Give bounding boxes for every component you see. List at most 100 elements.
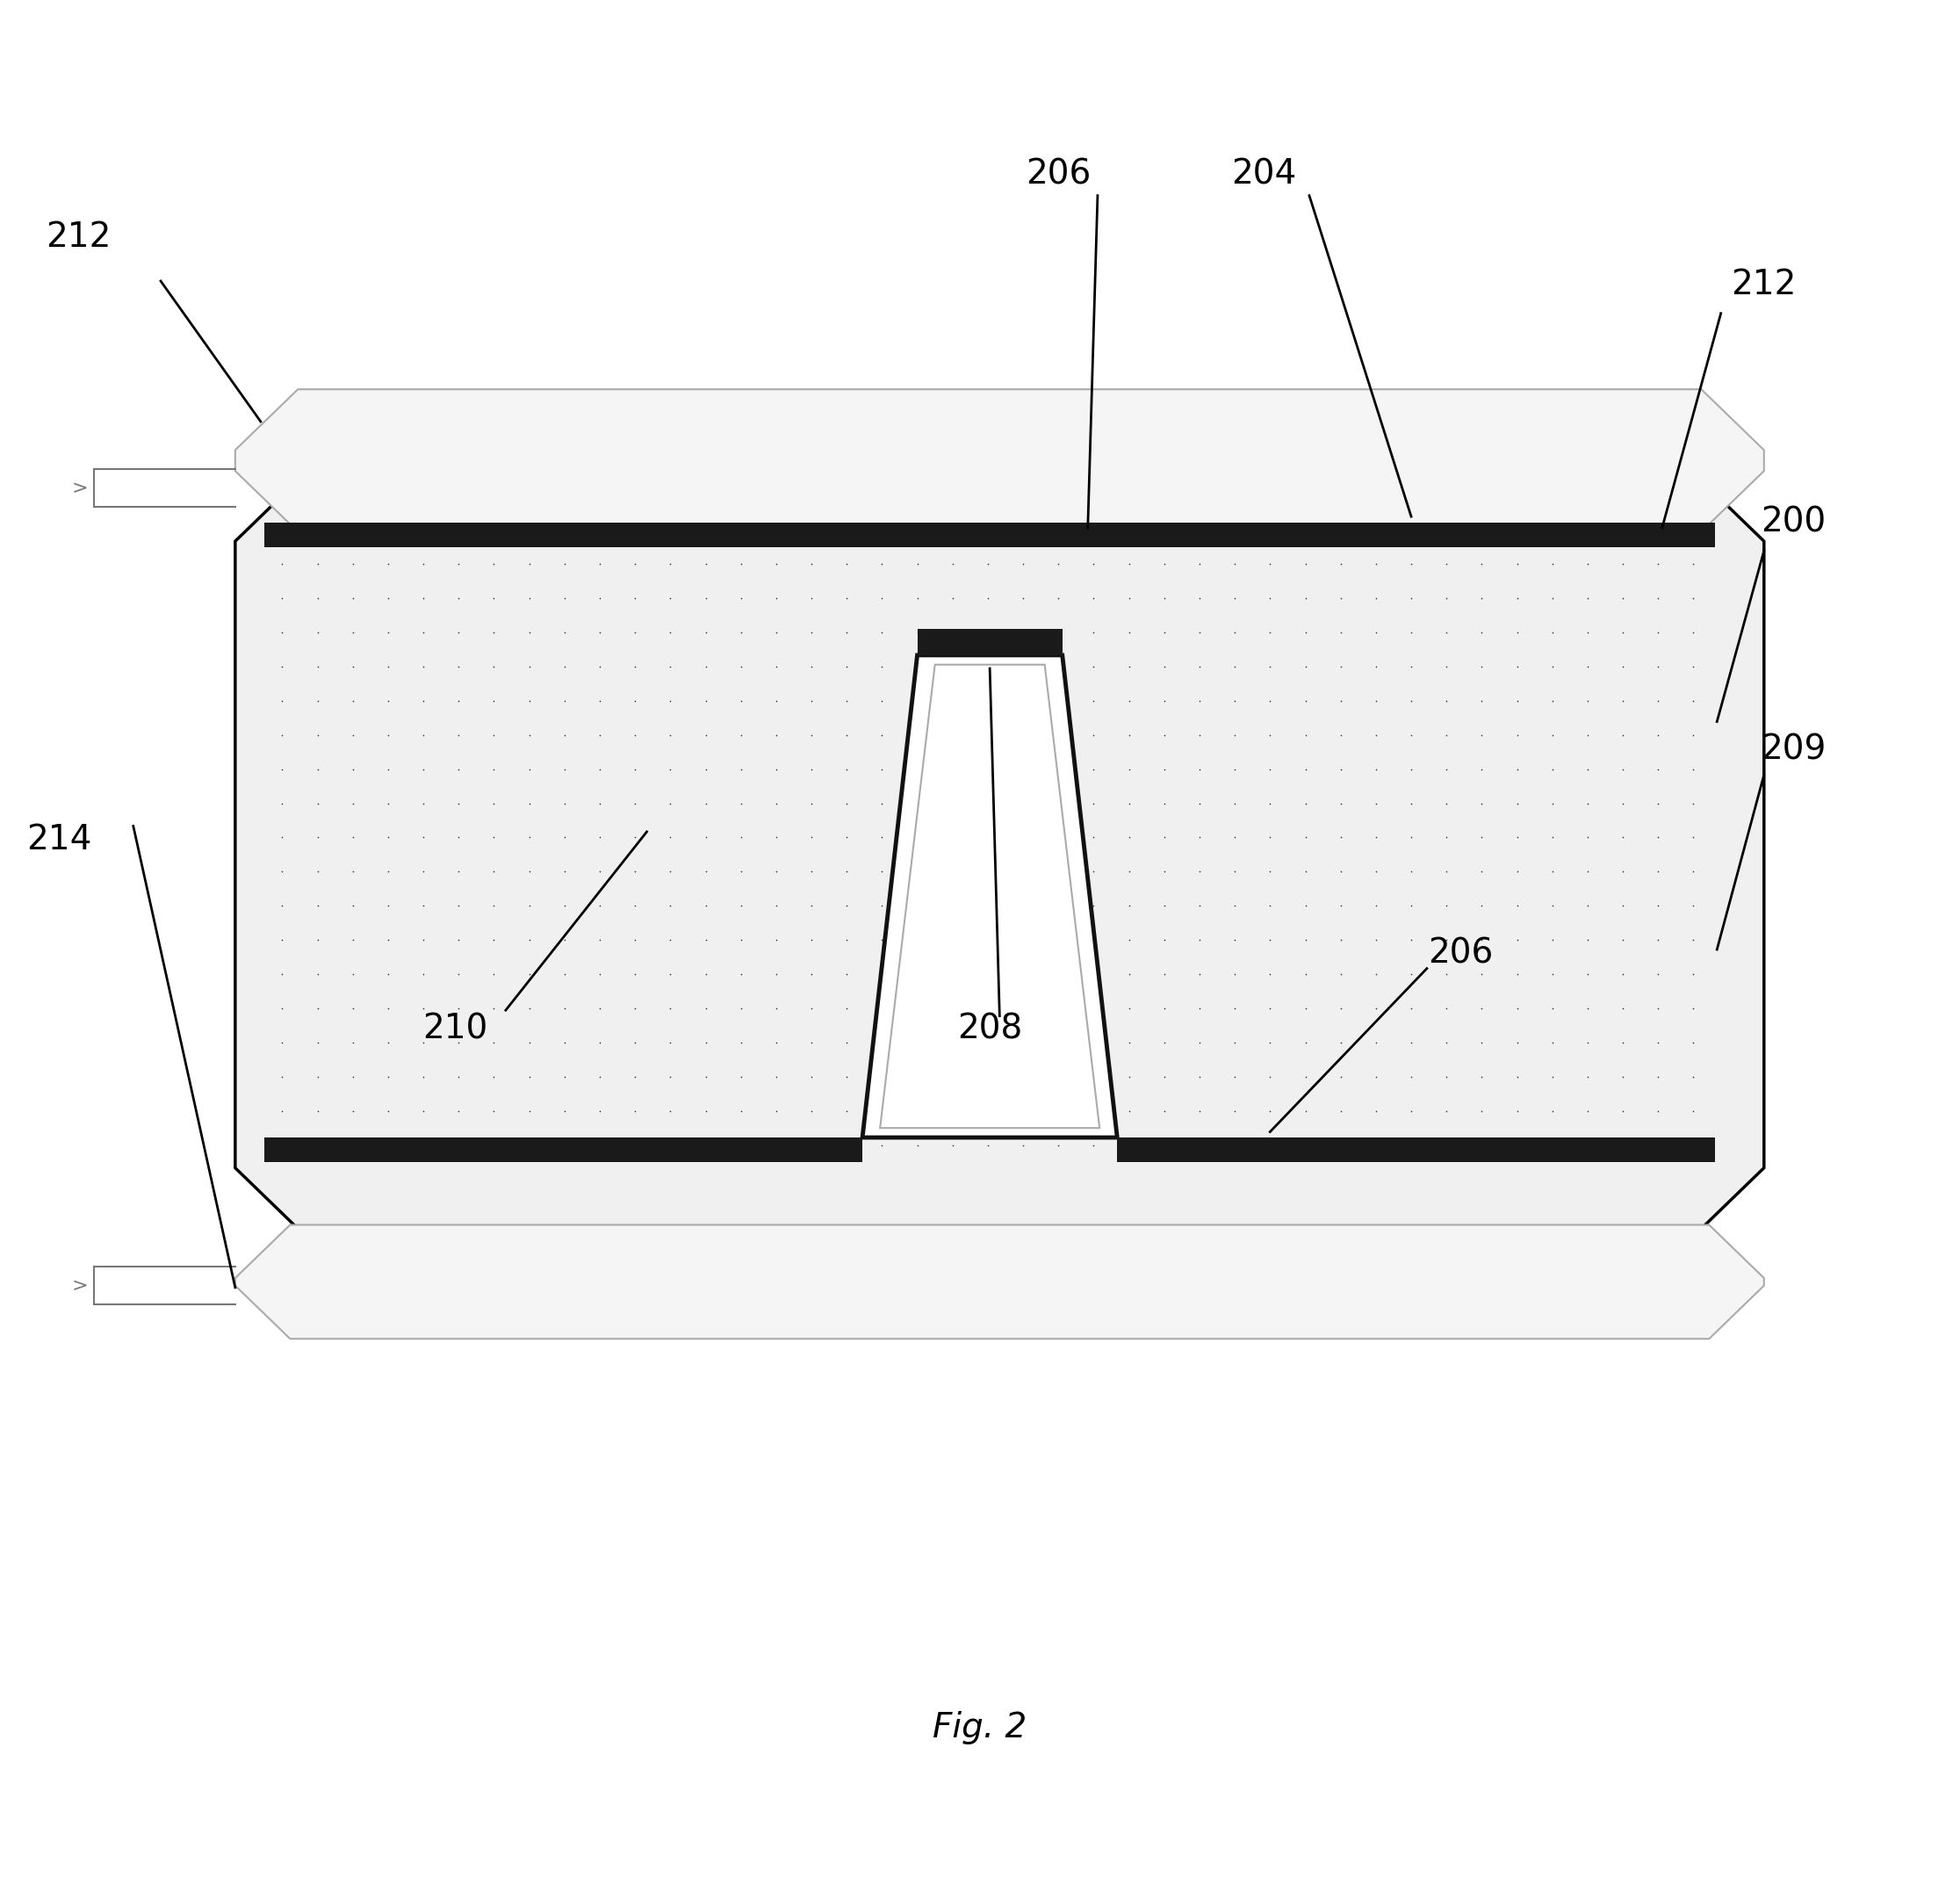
Point [1501,891,1533,921]
Point [372,1027,404,1058]
Point [372,754,404,784]
Point [1007,583,1039,613]
Point [831,617,862,648]
Point [372,856,404,887]
Point [1078,1062,1109,1092]
Point [1396,549,1427,579]
Point [1572,617,1603,648]
Point [443,959,474,989]
Point [1290,549,1321,579]
Text: 212: 212 [45,220,112,254]
Point [866,686,898,716]
Point [267,1130,298,1160]
Point [972,959,1004,989]
Point [1642,822,1674,853]
Point [866,856,898,887]
Point [760,925,792,955]
Point [902,1130,933,1160]
Point [690,720,721,750]
Text: 206: 206 [1427,936,1494,970]
Point [1360,754,1392,784]
Point [902,617,933,648]
Point [937,1062,968,1092]
Point [1572,1062,1603,1092]
Point [655,1130,686,1160]
Point [372,583,404,613]
Point [690,1062,721,1092]
Point [1078,891,1109,921]
Point [937,788,968,818]
Point [760,1062,792,1092]
Point [1572,788,1603,818]
Point [478,925,510,955]
Point [972,549,1004,579]
Point [1466,925,1497,955]
Point [443,1027,474,1058]
Point [1431,891,1462,921]
Point [1537,856,1568,887]
Point [584,822,615,853]
Point [267,617,298,648]
Point [1078,617,1109,648]
Point [1537,1027,1568,1058]
Point [1607,822,1639,853]
Point [337,549,368,579]
Point [1537,583,1568,613]
Point [1078,959,1109,989]
Point [302,1096,333,1126]
Point [1149,822,1180,853]
Point [1219,856,1250,887]
Point [337,1062,368,1092]
Point [1325,1062,1356,1092]
Point [1113,1096,1145,1126]
Point [1043,891,1074,921]
Point [549,1096,580,1126]
Text: 210: 210 [421,1012,488,1046]
Point [725,583,757,613]
Point [902,549,933,579]
Point [1607,1096,1639,1126]
Point [302,549,333,579]
Point [725,617,757,648]
Text: 214: 214 [25,822,92,856]
Point [1572,1027,1603,1058]
Point [690,925,721,955]
Point [690,788,721,818]
Point [619,686,651,716]
Point [1113,993,1145,1024]
Point [831,720,862,750]
Point [1290,720,1321,750]
Point [902,891,933,921]
Point [1078,1130,1109,1160]
Point [1149,1130,1180,1160]
Point [408,754,439,784]
Point [1431,754,1462,784]
Bar [1117,1138,1715,1162]
Point [902,583,933,613]
Point [972,856,1004,887]
Point [725,1096,757,1126]
Point [584,720,615,750]
Point [690,1027,721,1058]
Point [972,1062,1004,1092]
Point [1360,822,1392,853]
Point [937,754,968,784]
Point [760,754,792,784]
Point [1466,754,1497,784]
Point [302,993,333,1024]
Point [1254,754,1286,784]
Point [372,891,404,921]
Point [1254,720,1286,750]
Point [267,925,298,955]
Point [760,617,792,648]
Point [372,651,404,682]
Point [866,891,898,921]
Point [549,549,580,579]
Point [1360,651,1392,682]
Point [866,754,898,784]
Point [1396,1096,1427,1126]
Point [408,617,439,648]
Point [937,549,968,579]
Point [584,856,615,887]
Point [1254,856,1286,887]
